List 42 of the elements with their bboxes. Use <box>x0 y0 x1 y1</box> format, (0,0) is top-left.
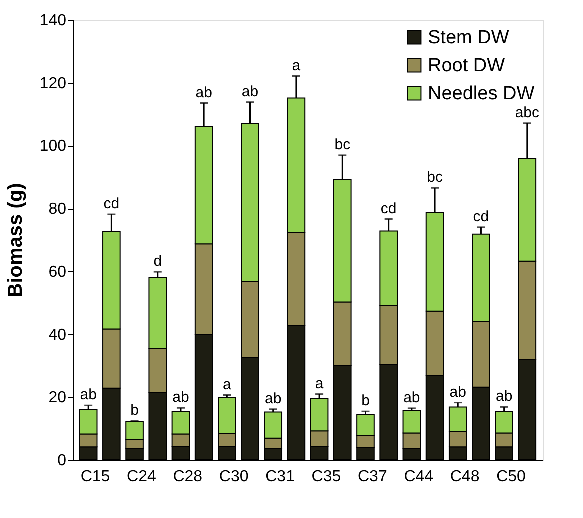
y-tick-label: 40 <box>48 326 67 344</box>
y-tick-label: 120 <box>40 75 67 92</box>
data-label: a <box>292 57 302 74</box>
data-label: ab <box>196 84 212 102</box>
y-tick-label: 100 <box>40 138 67 156</box>
x-tick-label: C24 <box>127 468 156 486</box>
data-label: ab <box>404 389 420 406</box>
y-tick-label: 140 <box>40 12 67 30</box>
data-label: ab <box>172 389 190 406</box>
y-tick-label: 0 <box>58 452 67 470</box>
data-label: ab <box>450 384 466 401</box>
data-label: cd <box>104 196 120 213</box>
data-label: cd <box>473 208 490 226</box>
data-label: cd <box>380 200 397 218</box>
x-tick-label: C15 <box>80 468 110 486</box>
x-tick-label: C48 <box>450 468 480 486</box>
data-label: b <box>362 392 370 410</box>
x-tick-label: C30 <box>219 468 249 486</box>
data-label: a <box>222 376 232 394</box>
data-label: bc <box>334 136 352 154</box>
data-label: a <box>315 375 324 392</box>
data-label: ab <box>496 388 513 406</box>
x-tick-label: C31 <box>266 468 296 486</box>
legend-label: Needles DW <box>428 84 535 104</box>
y-tick-label: 80 <box>48 201 67 218</box>
x-tick-label: C35 <box>312 468 342 486</box>
x-tick-label: C28 <box>173 468 203 486</box>
y-tick-label: 60 <box>48 264 67 281</box>
data-label: abc <box>515 104 540 122</box>
data-label: bc <box>427 169 444 186</box>
data-label: d <box>154 253 162 270</box>
legend-label: Stem DW <box>428 28 510 48</box>
y-tick-label: 20 <box>48 390 67 407</box>
x-tick-label: C50 <box>496 468 526 486</box>
data-label: ab <box>242 83 259 100</box>
y-axis-title: Biomass (g) <box>4 183 27 298</box>
x-tick-label: C37 <box>358 468 388 486</box>
data-label: b <box>130 402 139 420</box>
data-label: ab <box>80 386 97 404</box>
x-tick-label: C44 <box>404 468 434 486</box>
legend-label: Root DW <box>428 56 506 76</box>
data-label: ab <box>265 390 282 408</box>
